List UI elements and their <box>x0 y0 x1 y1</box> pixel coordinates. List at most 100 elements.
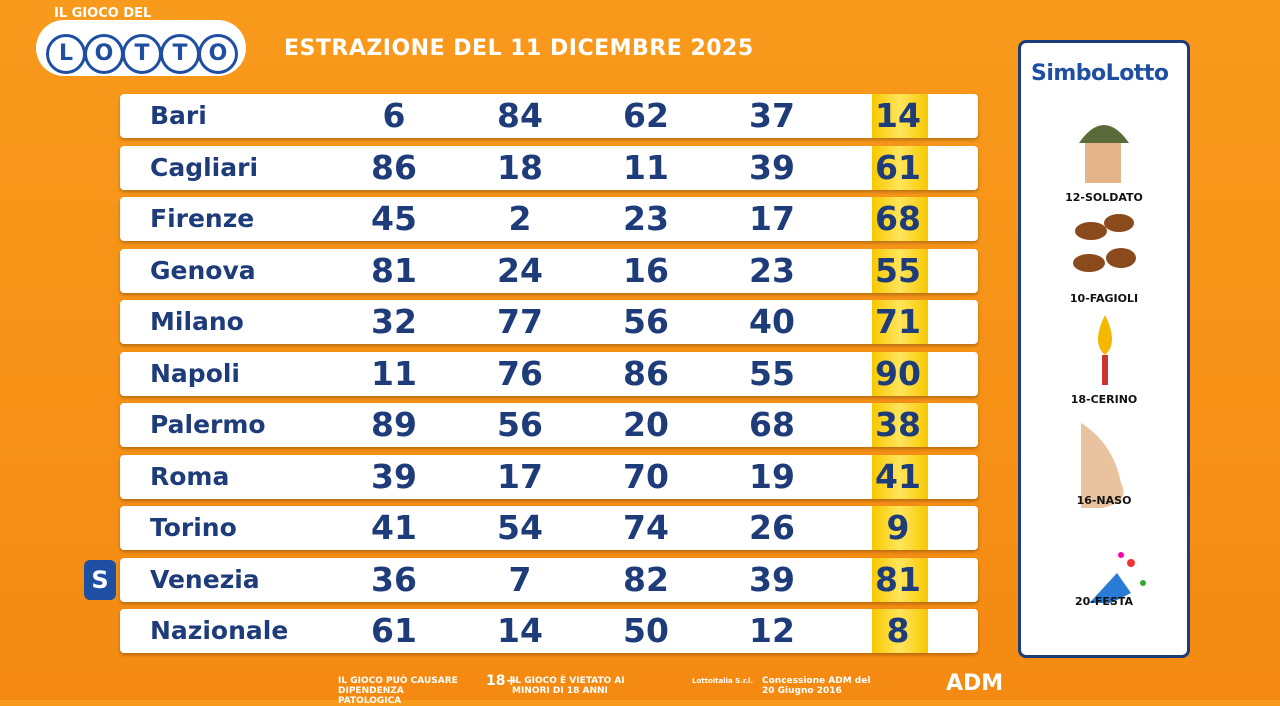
footer: IL GIOCO PUÒ CAUSARE DIPENDENZA PATOLOGI… <box>0 670 1280 706</box>
drawn-number: 24 <box>497 250 543 290</box>
drawn-number: 14 <box>497 611 543 650</box>
table-row: Firenze 45 2 23 17 68 <box>120 197 978 241</box>
logo-letter: O <box>84 34 124 74</box>
drawn-number: 16 <box>623 250 669 290</box>
drawn-number: 45 <box>371 199 417 238</box>
footer-text: Lottoitalia S.r.l. <box>692 677 754 685</box>
drawn-number: 82 <box>623 559 669 599</box>
simbolotto-panel: SimboLotto 12-SOLDATO 10-FAGIOLI 18-CERINO… <box>1018 40 1190 658</box>
drawn-number: 37 <box>749 96 795 135</box>
drawn-number: 7 <box>508 559 532 599</box>
table-row: Cagliari 86 18 11 39 61 <box>120 145 978 190</box>
drawn-number: 61 <box>371 611 417 650</box>
drawn-number: 56 <box>623 302 669 341</box>
city-name: Bari <box>150 101 207 130</box>
drawn-number: 41 <box>875 456 921 496</box>
highlight-column <box>872 248 928 293</box>
drawn-number: 86 <box>371 147 417 187</box>
drawn-number: 70 <box>623 456 669 496</box>
highlight-column <box>872 454 928 499</box>
city-name: Firenze <box>150 204 255 233</box>
drawn-number: 81 <box>371 250 417 290</box>
drawn-number: 32 <box>371 302 417 341</box>
city-name: Torino <box>150 513 237 542</box>
drawn-number: 54 <box>497 508 543 547</box>
drawn-number: 12 <box>749 611 795 650</box>
highlight-column <box>872 557 928 602</box>
drawn-number: 11 <box>371 353 417 393</box>
highlight-column <box>872 94 928 138</box>
logo-top: IL GIOCO DEL <box>54 6 152 21</box>
helmet-icon <box>1079 125 1129 183</box>
drawn-number: 40 <box>749 302 795 341</box>
city-name: Nazionale <box>150 616 289 645</box>
drawn-number: 23 <box>749 250 795 290</box>
city-name: Cagliari <box>150 152 259 182</box>
highlight-column <box>872 609 928 653</box>
table-row: Venezia 36 7 82 39 81 <box>120 557 978 602</box>
simbolotto-title: SimboLotto <box>1031 61 1169 86</box>
drawn-number: 8 <box>886 611 910 650</box>
beans-icon <box>1073 214 1136 272</box>
logo-letter: L <box>46 34 86 74</box>
table-row: Napoli 11 76 86 55 90 <box>120 351 978 396</box>
city-name: Genova <box>150 255 256 285</box>
drawn-number: 41 <box>371 508 417 547</box>
symbol-label: 16-NASO <box>1076 494 1132 507</box>
simbolotto-badge: S <box>84 559 116 600</box>
highlight-column <box>872 145 928 190</box>
city-name: Roma <box>150 461 230 491</box>
title: ESTRAZIONE DEL 11 DICEMBRE 2025 <box>284 36 754 61</box>
table-row: Genova 81 24 16 23 55 <box>120 248 978 293</box>
drawn-number: 6 <box>382 96 406 135</box>
highlight-column <box>872 351 928 396</box>
drawn-number: 74 <box>623 508 669 547</box>
drawn-number: 26 <box>749 508 795 547</box>
drawn-number: 61 <box>875 147 921 187</box>
drawn-number: 81 <box>875 559 921 599</box>
highlight-column <box>872 300 928 344</box>
drawn-number: 17 <box>497 456 543 496</box>
drawn-number: 68 <box>875 199 921 238</box>
drawn-number: 55 <box>749 353 795 393</box>
drawn-number: 55 <box>875 250 921 290</box>
footer-text: IL GIOCO È VIETATO AI MINORI DI 18 ANNI <box>512 676 625 696</box>
logo-letter: T <box>160 34 200 74</box>
footer-text: ADM <box>946 671 1004 696</box>
match-icon <box>1098 315 1112 385</box>
symbol-label: 10-FAGIOLI <box>1069 292 1139 305</box>
table-row: Roma 39 17 70 19 41 <box>120 454 978 499</box>
drawn-number: 18 <box>497 147 543 187</box>
drawn-number: 62 <box>623 96 669 135</box>
drawn-number: 2 <box>508 199 532 238</box>
highlight-column <box>872 506 928 550</box>
logo-letter: O <box>198 34 238 74</box>
city-name: Milano <box>150 307 244 336</box>
symbol-label: 20-FESTA <box>1075 595 1133 608</box>
drawn-number: 39 <box>749 559 795 599</box>
table-row: Bari 6 84 62 37 14 <box>120 94 978 138</box>
drawn-number: 39 <box>749 147 795 187</box>
symbol-label: 12-SOLDATO <box>1065 191 1143 204</box>
drawn-number: 76 <box>497 353 543 393</box>
drawn-number: 56 <box>497 405 543 444</box>
drawn-number: 14 <box>875 96 921 135</box>
city-name: Napoli <box>150 358 241 388</box>
footer-text: 18+ <box>486 673 518 689</box>
drawn-number: 68 <box>749 405 795 444</box>
table-row: Palermo 89 56 20 68 38 <box>120 403 978 447</box>
drawn-number: 77 <box>497 302 543 341</box>
drawn-number: 39 <box>371 456 417 496</box>
logo-letter: T <box>122 34 162 74</box>
party-icon <box>1089 552 1146 603</box>
drawn-number: 20 <box>623 405 669 444</box>
drawn-number: 71 <box>875 302 921 341</box>
symbol-icons <box>1073 125 1146 603</box>
highlight-column <box>872 197 928 241</box>
drawn-number: 90 <box>875 353 921 393</box>
highlight-column <box>872 403 928 447</box>
drawn-number: 9 <box>886 508 910 547</box>
drawn-number: 36 <box>371 559 417 599</box>
table-row: Torino 41 54 74 26 9 <box>120 506 978 550</box>
symbol-label: 18-CERINO <box>1070 393 1138 406</box>
